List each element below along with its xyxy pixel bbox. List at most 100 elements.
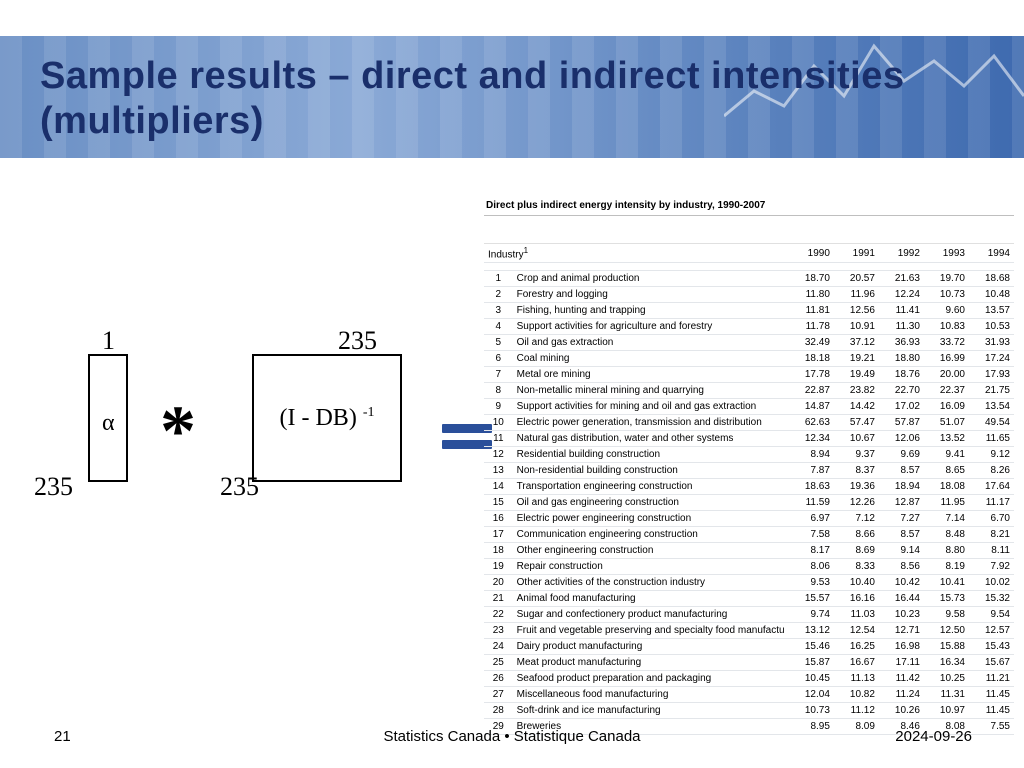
row-value: 9.14: [879, 543, 924, 559]
row-value: 11.03: [834, 607, 879, 623]
multiply-icon: *: [160, 390, 196, 473]
row-value: 18.80: [879, 351, 924, 367]
row-value: 9.54: [969, 607, 1014, 623]
row-value: 8.57: [879, 463, 924, 479]
table-row: 25Meat product manufacturing15.8716.6717…: [484, 655, 1014, 671]
row-index: 1: [484, 271, 513, 287]
row-index: 9: [484, 399, 513, 415]
row-index: 7: [484, 367, 513, 383]
row-value: 10.83: [924, 319, 969, 335]
row-value: 10.91: [834, 319, 879, 335]
vector-top-dim: 1: [102, 326, 115, 356]
leontief-matrix-box: (I - DB) -1: [252, 354, 402, 482]
row-value: 11.65: [969, 431, 1014, 447]
row-name: Sugar and confectionery product manufact…: [513, 607, 789, 623]
row-value: 10.02: [969, 575, 1014, 591]
row-name: Animal food manufacturing: [513, 591, 789, 607]
row-index: 12: [484, 447, 513, 463]
col-year: 1992: [879, 244, 924, 263]
table-body: 1Crop and animal production18.7020.5721.…: [484, 271, 1014, 735]
row-index: 28: [484, 703, 513, 719]
row-index: 5: [484, 335, 513, 351]
matrix-bottom-dim: 235: [220, 472, 259, 502]
row-value: 19.49: [834, 367, 879, 383]
row-name: Transportation engineering construction: [513, 479, 789, 495]
row-name: Fishing, hunting and trapping: [513, 303, 789, 319]
table-row: 19Repair construction8.068.338.568.197.9…: [484, 559, 1014, 575]
row-value: 16.99: [924, 351, 969, 367]
row-value: 23.82: [834, 383, 879, 399]
table-row: 21Animal food manufacturing15.5716.1616.…: [484, 591, 1014, 607]
row-value: 18.68: [969, 271, 1014, 287]
alpha-symbol: α: [102, 410, 115, 437]
row-name: Forestry and logging: [513, 287, 789, 303]
table-row: 5Oil and gas extraction32.4937.1236.9333…: [484, 335, 1014, 351]
row-name: Dairy product manufacturing: [513, 639, 789, 655]
row-index: 11: [484, 431, 513, 447]
row-index: 24: [484, 639, 513, 655]
alpha-vector-box: α: [88, 354, 128, 482]
table-row: 27Miscellaneous food manufacturing12.041…: [484, 687, 1014, 703]
row-value: 12.26: [834, 495, 879, 511]
row-value: 11.95: [924, 495, 969, 511]
table-row: 18Other engineering construction8.178.69…: [484, 543, 1014, 559]
row-value: 7.14: [924, 511, 969, 527]
row-value: 13.12: [789, 623, 834, 639]
matrix-label: (I - DB) -1: [280, 405, 375, 432]
row-value: 10.73: [924, 287, 969, 303]
row-value: 17.93: [969, 367, 1014, 383]
row-name: Crop and animal production: [513, 271, 789, 287]
col-industry: Industry1: [484, 244, 789, 263]
row-index: 23: [484, 623, 513, 639]
row-value: 12.34: [789, 431, 834, 447]
row-value: 11.42: [879, 671, 924, 687]
table-title: Direct plus indirect energy intensity by…: [484, 196, 1014, 216]
row-value: 17.64: [969, 479, 1014, 495]
row-value: 10.41: [924, 575, 969, 591]
col-year: 1990: [789, 244, 834, 263]
row-value: 8.94: [789, 447, 834, 463]
row-value: 11.78: [789, 319, 834, 335]
row-name: Repair construction: [513, 559, 789, 575]
row-value: 12.54: [834, 623, 879, 639]
row-index: 10: [484, 415, 513, 431]
row-name: Other engineering construction: [513, 543, 789, 559]
table-row: 6Coal mining18.1819.2118.8016.9917.24: [484, 351, 1014, 367]
row-value: 8.21: [969, 527, 1014, 543]
row-value: 10.67: [834, 431, 879, 447]
table-row: 8Non-metallic mineral mining and quarryi…: [484, 383, 1014, 399]
row-value: 22.37: [924, 383, 969, 399]
table-row: 9Support activities for mining and oil a…: [484, 399, 1014, 415]
table-row: 14Transportation engineering constructio…: [484, 479, 1014, 495]
table-row: 26Seafood product preparation and packag…: [484, 671, 1014, 687]
row-value: 8.11: [969, 543, 1014, 559]
row-value: 37.12: [834, 335, 879, 351]
row-value: 49.54: [969, 415, 1014, 431]
row-value: 7.92: [969, 559, 1014, 575]
row-value: 8.69: [834, 543, 879, 559]
table-row: 22Sugar and confectionery product manufa…: [484, 607, 1014, 623]
row-value: 18.94: [879, 479, 924, 495]
row-index: 19: [484, 559, 513, 575]
row-value: 8.65: [924, 463, 969, 479]
row-value: 14.42: [834, 399, 879, 415]
row-value: 10.26: [879, 703, 924, 719]
table-spacer: [484, 263, 1014, 271]
row-value: 31.93: [969, 335, 1014, 351]
row-name: Miscellaneous food manufacturing: [513, 687, 789, 703]
row-value: 9.74: [789, 607, 834, 623]
row-value: 8.17: [789, 543, 834, 559]
row-value: 15.32: [969, 591, 1014, 607]
row-value: 12.04: [789, 687, 834, 703]
table-spacer: [484, 216, 1014, 244]
row-index: 17: [484, 527, 513, 543]
row-value: 16.09: [924, 399, 969, 415]
row-index: 25: [484, 655, 513, 671]
row-value: 11.30: [879, 319, 924, 335]
row-value: 21.63: [879, 271, 924, 287]
row-index: 4: [484, 319, 513, 335]
row-value: 57.87: [879, 415, 924, 431]
row-value: 12.56: [834, 303, 879, 319]
row-value: 8.19: [924, 559, 969, 575]
row-value: 8.26: [969, 463, 1014, 479]
